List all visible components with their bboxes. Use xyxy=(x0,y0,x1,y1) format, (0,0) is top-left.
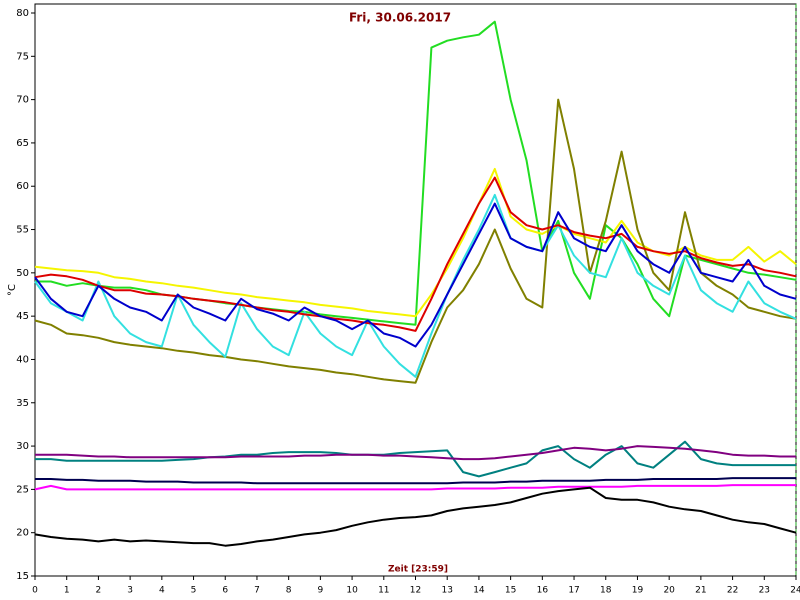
y-tick-label: 40 xyxy=(16,354,29,365)
y-tick-label: 15 xyxy=(16,571,29,582)
x-tick-label: 4 xyxy=(159,586,165,596)
x-tick-label: 6 xyxy=(222,586,228,596)
series-line xyxy=(35,477,796,485)
y-tick-label: 75 xyxy=(16,51,29,62)
x-tick-label: 16 xyxy=(537,586,549,596)
x-tick-label: 12 xyxy=(410,586,421,596)
y-axis-label: °C xyxy=(7,284,18,296)
y-tick-label: 65 xyxy=(16,138,29,149)
x-tick-label: 8 xyxy=(286,586,292,596)
x-tick-label: 21 xyxy=(695,586,706,596)
x-tick-label: 10 xyxy=(346,586,358,596)
y-tick-label: 20 xyxy=(16,528,29,539)
series-line xyxy=(34,98,797,384)
y-tick-label: 80 xyxy=(16,8,29,19)
x-tick-label: 14 xyxy=(473,586,485,596)
x-tick-label: 7 xyxy=(254,586,260,596)
y-tick-label: 60 xyxy=(16,181,29,192)
x-tick-label: 2 xyxy=(96,586,102,596)
series-line xyxy=(34,486,797,547)
y-tick-label: 55 xyxy=(16,225,29,236)
y-tick-label: 45 xyxy=(16,311,29,322)
y-tick-label: 30 xyxy=(16,441,29,452)
chart-title: Fri, 30.06.2017 xyxy=(349,11,451,25)
x-tick-label: 24 xyxy=(790,586,800,596)
series-line xyxy=(34,167,797,318)
series-line xyxy=(34,176,797,332)
series-line xyxy=(35,445,796,461)
x-tick-label: 15 xyxy=(505,586,516,596)
x-tick-label: 23 xyxy=(759,586,770,596)
x-tick-label: 5 xyxy=(191,586,197,596)
x-tick-label: 20 xyxy=(663,586,675,596)
x-tick-label: 9 xyxy=(318,586,324,596)
series-line xyxy=(34,193,797,378)
x-tick-label: 13 xyxy=(441,586,452,596)
x-tick-label: 11 xyxy=(378,586,389,596)
x-tick-label: 3 xyxy=(127,586,133,596)
series-line xyxy=(35,440,796,478)
x-tick-label: 18 xyxy=(600,586,612,596)
y-tick-label: 25 xyxy=(16,484,29,495)
x-tick-label: 22 xyxy=(727,586,738,596)
x-tick-label: 19 xyxy=(632,586,644,596)
y-tick-label: 50 xyxy=(16,268,29,279)
x-tick-label: 1 xyxy=(64,586,70,596)
y-tick-label: 70 xyxy=(16,95,29,106)
series-line xyxy=(34,202,797,348)
y-tick-label: 35 xyxy=(16,398,29,409)
x-axis-label: Zeit [23:59] xyxy=(388,565,448,575)
x-tick-label: 0 xyxy=(32,586,38,596)
x-tick-label: 17 xyxy=(568,586,579,596)
series-line xyxy=(34,484,796,491)
